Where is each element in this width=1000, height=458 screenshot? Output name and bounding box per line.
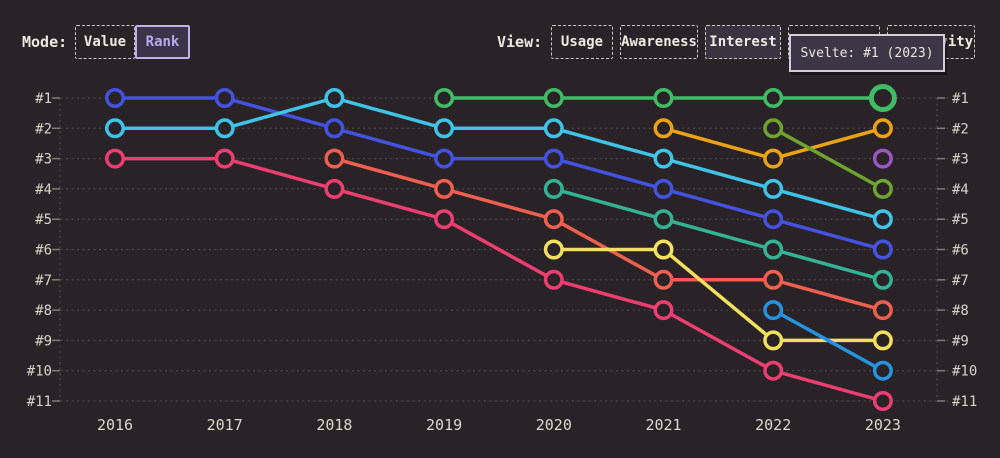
marker-salmon-2023[interactable] — [872, 300, 893, 321]
marker-olive-green-2023[interactable] — [872, 178, 893, 199]
rank-label-left: #10 — [27, 364, 52, 380]
marker-blue-2019[interactable] — [434, 148, 455, 169]
rank-label-left: #6 — [35, 243, 52, 259]
marker-amber-2023[interactable] — [872, 118, 893, 139]
marker-sky-2022[interactable] — [763, 178, 784, 199]
marker-blue-2023[interactable] — [872, 239, 893, 260]
marker-sky-2023[interactable] — [872, 209, 893, 230]
marker-azure-2022[interactable] — [763, 300, 784, 321]
rank-label-right: #4 — [952, 182, 969, 198]
marker-teal-2021[interactable] — [653, 209, 674, 230]
marker-purple-2023[interactable] — [872, 148, 893, 169]
rank-label-left: #11 — [27, 394, 52, 410]
marker-blue-2016[interactable] — [105, 88, 125, 108]
series-line-pink — [113, 156, 885, 403]
marker-sky-2020[interactable] — [543, 118, 564, 139]
rank-label-left: #3 — [35, 152, 52, 168]
series-line-teal — [552, 187, 885, 282]
series-line-olive-green — [771, 126, 885, 191]
marker-sky-2018[interactable] — [324, 88, 345, 108]
rank-label-right: #1 — [952, 91, 969, 107]
marker-teal-2020[interactable] — [543, 178, 564, 199]
series-line-azure — [771, 308, 885, 373]
year-label: 2018 — [316, 416, 352, 434]
marker-teal-2022[interactable] — [763, 239, 784, 260]
rank-label-right: #11 — [952, 394, 977, 410]
year-label: 2017 — [207, 416, 243, 434]
rank-label-right: #10 — [952, 364, 977, 380]
marker-salmon-2020[interactable] — [543, 209, 564, 230]
marker-yellow-2020[interactable] — [543, 239, 564, 260]
marker-amber-2021[interactable] — [653, 118, 674, 139]
rank-label-right: #8 — [952, 303, 969, 319]
rank-label-right: #2 — [952, 121, 969, 137]
marker-blue-2020[interactable] — [543, 148, 564, 169]
marker-svelte-green-2020[interactable] — [543, 88, 564, 108]
marker-azure-2023[interactable] — [872, 360, 893, 381]
rank-label-left: #9 — [35, 333, 52, 349]
rank-label-right: #5 — [952, 212, 969, 228]
rank-label-right: #7 — [952, 273, 969, 289]
marker-amber-2022[interactable] — [763, 148, 784, 169]
marker-pink-2021[interactable] — [653, 300, 674, 321]
marker-pink-2022[interactable] — [763, 360, 784, 381]
mode-label: Mode: — [22, 33, 68, 51]
marker-sky-2019[interactable] — [434, 118, 455, 139]
marker-svelte-green-2021[interactable] — [653, 88, 674, 108]
marker-pink-2016[interactable] — [105, 148, 125, 169]
marker-salmon-2021[interactable] — [653, 269, 674, 290]
marker-yellow-2022[interactable] — [763, 330, 784, 351]
marker-blue-2021[interactable] — [653, 178, 674, 199]
rank-label-right: #6 — [952, 243, 969, 259]
rank-label-left: #5 — [35, 212, 52, 228]
rank-label-right: #9 — [952, 333, 969, 349]
marker-pink-2023[interactable] — [872, 391, 893, 411]
marker-teal-2023[interactable] — [872, 269, 893, 290]
marker-pink-2019[interactable] — [434, 209, 455, 230]
view-button-awareness[interactable]: Awareness — [620, 25, 698, 59]
view-button-usage[interactable]: Usage — [551, 25, 613, 59]
view-label: View: — [497, 33, 543, 51]
series-line-blue — [113, 96, 885, 252]
marker-blue-2017[interactable] — [214, 88, 235, 108]
marker-pink-2018[interactable] — [324, 178, 345, 199]
marker-salmon-2019[interactable] — [434, 178, 455, 199]
view-button-interest[interactable]: Interest — [705, 25, 781, 59]
marker-yellow-2023[interactable] — [872, 330, 893, 351]
marker-yellow-2021[interactable] — [653, 239, 674, 260]
year-label: 2020 — [536, 416, 572, 434]
rank-label-left: #8 — [35, 303, 52, 319]
marker-blue-2022[interactable] — [763, 209, 784, 230]
marker-svelte-green-2023[interactable] — [868, 84, 897, 112]
chart-tooltip: Svelte: #1 (2023) — [789, 34, 945, 72]
marker-blue-2018[interactable] — [324, 118, 345, 139]
marker-olive-green-2022[interactable] — [763, 118, 784, 139]
marker-pink-2020[interactable] — [543, 269, 564, 290]
marker-sky-2021[interactable] — [653, 148, 674, 169]
mode-button-rank[interactable]: Rank — [135, 25, 190, 59]
marker-svelte-green-2022[interactable] — [763, 88, 784, 108]
marker-sky-2016[interactable] — [105, 118, 125, 139]
rank-label-left: #4 — [35, 182, 52, 198]
marker-sky-2017[interactable] — [214, 118, 235, 139]
rank-label-left: #1 — [35, 91, 52, 107]
series-line-salmon — [332, 156, 885, 312]
year-label: 2019 — [426, 416, 462, 434]
rank-label-right: #3 — [952, 152, 969, 168]
marker-pink-2017[interactable] — [214, 148, 235, 169]
marker-salmon-2018[interactable] — [324, 148, 345, 169]
year-label: 2023 — [865, 416, 901, 434]
marker-salmon-2022[interactable] — [763, 269, 784, 290]
rank-label-left: #7 — [35, 273, 52, 289]
year-label: 2016 — [97, 416, 133, 434]
series-line-sky — [113, 96, 885, 221]
rank-label-left: #2 — [35, 121, 52, 137]
year-label: 2021 — [645, 416, 681, 434]
mode-button-value[interactable]: Value — [75, 25, 135, 59]
year-label: 2022 — [755, 416, 791, 434]
marker-svelte-green-2019[interactable] — [434, 88, 455, 108]
